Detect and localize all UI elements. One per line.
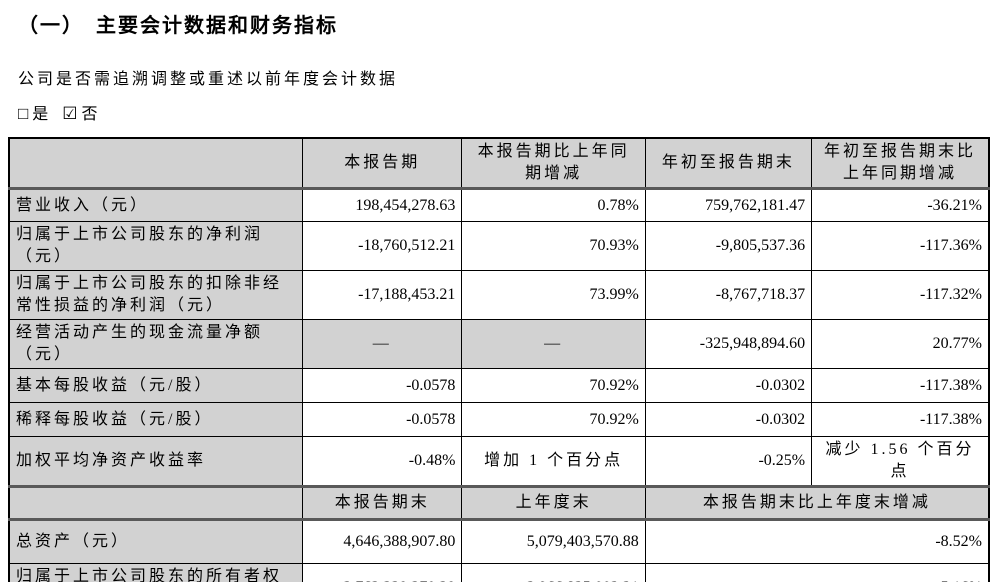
cell-value: -0.0302 [644, 368, 813, 403]
cell-value: -0.0578 [302, 368, 463, 403]
cell-value: -8,767,718.37 [644, 270, 813, 320]
row-label: 归属于上市公司股东的净利润（元） [8, 221, 304, 271]
header-current-period-yoy-change: 本报告期比上年同期增减 [461, 137, 646, 190]
cell-value: 增加 1 个百分点 [461, 436, 646, 487]
row-equity-attributable: 归属于上市公司股东的所有者权益（元） 3,762,239,270.29 3,96… [8, 563, 990, 582]
row-diluted-eps: 稀释每股收益（元/股） -0.0578 70.92% -0.0302 -117.… [8, 402, 990, 437]
cell-value: -36.21% [811, 188, 990, 222]
cell-value: 70.93% [461, 221, 646, 271]
header-blank [8, 137, 304, 190]
cell-value: -18,760,512.21 [302, 221, 463, 271]
header-end-vs-prior-year-change: 本报告期末比上年度末增减 [644, 485, 990, 521]
header-ytd: 年初至报告期末 [644, 137, 813, 190]
cell-value: 减少 1.56 个百分点 [811, 436, 990, 487]
checkbox-checked-icon: ☑ [62, 104, 80, 123]
cell-value: -0.48% [302, 436, 463, 487]
cell-value: -5.16% [644, 563, 990, 582]
cell-value: 198,454,278.63 [302, 188, 463, 222]
header-prior-year-end: 上年度末 [461, 485, 646, 521]
table-header-row-period: 本报告期 本报告期比上年同期增减 年初至报告期末 年初至报告期末比上年同期增减 [8, 137, 990, 190]
row-label: 加权平均净资产收益率 [8, 436, 304, 487]
cell-value: -117.32% [811, 270, 990, 320]
cell-value: 70.92% [461, 402, 646, 437]
table-header-row-period-end: 本报告期末 上年度末 本报告期末比上年度末增减 [8, 485, 990, 521]
header-current-period: 本报告期 [302, 137, 463, 190]
row-net-profit-excl-nonrecurring: 归属于上市公司股东的扣除非经常性损益的净利润（元） -17,188,453.21… [8, 270, 990, 320]
cell-value: 70.92% [461, 368, 646, 403]
row-label: 基本每股收益（元/股） [8, 368, 304, 403]
cell-value: -117.38% [811, 402, 990, 437]
cell-value: 3,762,239,270.29 [302, 563, 463, 582]
page-title: （一） 主要会计数据和财务指标 [18, 15, 338, 37]
row-label: 经营活动产生的现金流量净额（元） [8, 319, 304, 369]
row-operating-revenue: 营业收入（元） 198,454,278.63 0.78% 759,762,181… [8, 188, 990, 222]
cell-value: -17,188,453.21 [302, 270, 463, 320]
cell-value: -325,948,894.60 [644, 319, 813, 369]
restatement-question: 公司是否需追溯调整或重述以前年度会计数据 [18, 71, 399, 88]
cell-value: 20.77% [811, 319, 990, 369]
checkbox-no: ☑ 否 [62, 104, 100, 123]
row-label: 总资产（元） [8, 519, 304, 564]
cell-value: 0.78% [461, 188, 646, 222]
cell-value: 3,966,825,002.21 [461, 563, 646, 582]
row-operating-cash-flow: 经营活动产生的现金流量净额（元） — — -325,948,894.60 20.… [8, 319, 990, 369]
header-blank [8, 485, 304, 521]
row-label: 归属于上市公司股东的所有者权益（元） [8, 563, 304, 582]
restatement-options: □ 是 ☑ 否 [18, 100, 997, 124]
cell-value: 4,646,388,907.80 [302, 519, 463, 564]
row-basic-eps: 基本每股收益（元/股） -0.0578 70.92% -0.0302 -117.… [8, 368, 990, 403]
cell-value: -0.25% [644, 436, 813, 487]
financial-indicators-table: 本报告期 本报告期比上年同期增减 年初至报告期末 年初至报告期末比上年同期增减 … [8, 137, 990, 582]
checkbox-yes-label: 是 [32, 106, 51, 123]
row-label: 营业收入（元） [8, 188, 304, 222]
cell-value: -117.38% [811, 368, 990, 403]
row-net-profit-attributable: 归属于上市公司股东的净利润（元） -18,760,512.21 70.93% -… [8, 221, 990, 271]
cell-not-applicable: — [461, 319, 646, 369]
row-label: 归属于上市公司股东的扣除非经常性损益的净利润（元） [8, 270, 304, 320]
checkbox-unchecked-icon: □ [18, 104, 31, 123]
cell-value: -0.0578 [302, 402, 463, 437]
checkbox-no-label: 否 [81, 106, 100, 123]
header-current-period-end: 本报告期末 [302, 485, 463, 521]
cell-value: -117.36% [811, 221, 990, 271]
cell-value: -0.0302 [644, 402, 813, 437]
cell-not-applicable: — [302, 319, 463, 369]
cell-value: 5,079,403,570.88 [461, 519, 646, 564]
row-weighted-avg-roe: 加权平均净资产收益率 -0.48% 增加 1 个百分点 -0.25% 减少 1.… [8, 436, 990, 487]
cell-value: 73.99% [461, 270, 646, 320]
row-total-assets: 总资产（元） 4,646,388,907.80 5,079,403,570.88… [8, 519, 990, 564]
row-label: 稀释每股收益（元/股） [8, 402, 304, 437]
checkbox-yes: □ 是 [18, 104, 51, 123]
cell-value: 759,762,181.47 [644, 188, 813, 222]
cell-value: -8.52% [644, 519, 990, 564]
cell-value: -9,805,537.36 [644, 221, 813, 271]
header-ytd-yoy-change: 年初至报告期末比上年同期增减 [811, 137, 990, 190]
